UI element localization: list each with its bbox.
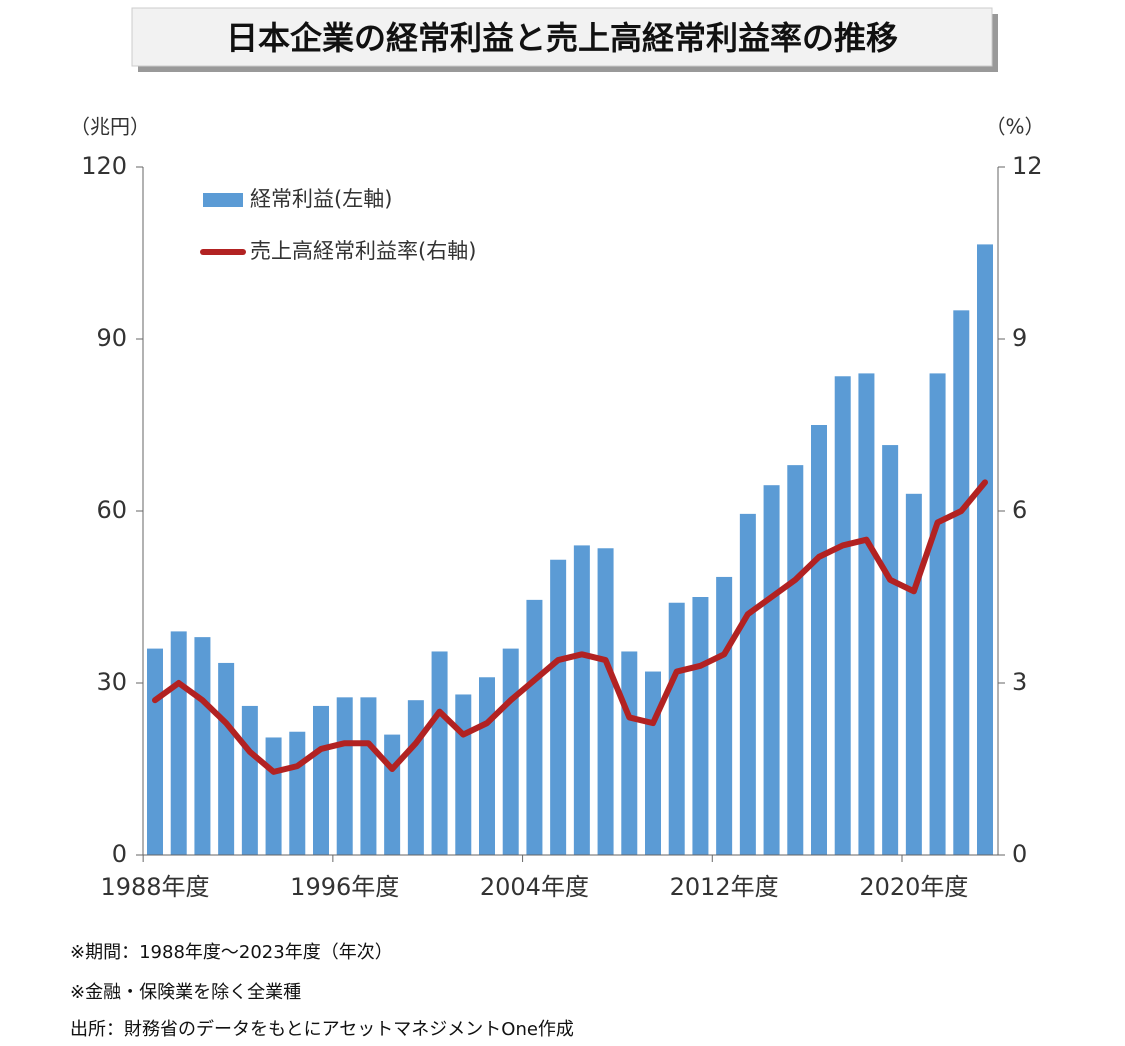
y-tick-label: 120 [81, 152, 127, 180]
bar [739, 513, 756, 855]
y2-tick-label: 0 [1012, 840, 1027, 868]
bar [929, 373, 946, 855]
bar [645, 671, 661, 855]
x-tick-label: 2012年度 [670, 873, 779, 901]
y2-tick-label: 6 [1012, 496, 1027, 524]
bar [597, 548, 614, 855]
legend-swatch [203, 193, 243, 207]
bar [550, 559, 567, 855]
y2-axis-label: （%） [985, 115, 1044, 139]
bar [313, 705, 329, 855]
y2-tick-label: 9 [1012, 324, 1027, 352]
bar [336, 697, 353, 855]
bar [265, 737, 282, 855]
bar [716, 576, 733, 855]
bar [431, 651, 448, 855]
y-tick-label: 60 [96, 496, 127, 524]
bar [668, 602, 685, 855]
bar [905, 493, 922, 855]
bar [526, 599, 543, 855]
bar [573, 545, 590, 855]
note: 出所：財務省のデータをもとにアセットマネジメントOne作成 [70, 1019, 574, 1040]
bar [787, 465, 804, 855]
note: ※期間：1988年度～2023年度（年次） [70, 942, 393, 963]
bar [407, 700, 424, 855]
legend-label: 売上高経常利益率(右軸) [250, 239, 476, 263]
bar [834, 376, 851, 855]
x-tick-label: 1988年度 [100, 873, 209, 901]
bar [455, 694, 472, 855]
bar [170, 631, 187, 855]
bar [384, 734, 401, 855]
note: ※金融・保険業を除く全業種 [70, 982, 301, 1003]
bar [502, 648, 519, 855]
bar [858, 373, 875, 855]
line [152, 479, 988, 775]
bar [289, 731, 306, 855]
x-tick-label: 1996年度 [290, 873, 399, 901]
bar [882, 445, 899, 855]
legend-label: 経常利益(左軸) [250, 187, 392, 211]
x-tick-label: 2020年度 [859, 873, 968, 901]
title-box [131, 7, 993, 67]
bar [218, 662, 235, 855]
bar [621, 651, 638, 855]
bar [811, 425, 827, 855]
y-axis-label: （兆円） [70, 115, 150, 139]
y-tick-label: 0 [112, 840, 127, 868]
y2-tick-label: 3 [1012, 668, 1027, 696]
chart-title: 日本企業の経常利益と売上高経常利益率の推移 [226, 19, 898, 57]
bar [241, 705, 258, 855]
y-tick-label: 30 [96, 668, 127, 696]
bar [977, 244, 993, 855]
bar [194, 637, 211, 855]
bar [360, 697, 377, 855]
y2-tick-label: 12 [1012, 152, 1043, 180]
bar [692, 597, 709, 855]
bar [763, 485, 780, 855]
bar [147, 648, 163, 855]
y-tick-label: 90 [96, 324, 127, 352]
bar [479, 677, 495, 855]
bar [953, 310, 970, 855]
x-tick-label: 2004年度 [480, 873, 589, 901]
